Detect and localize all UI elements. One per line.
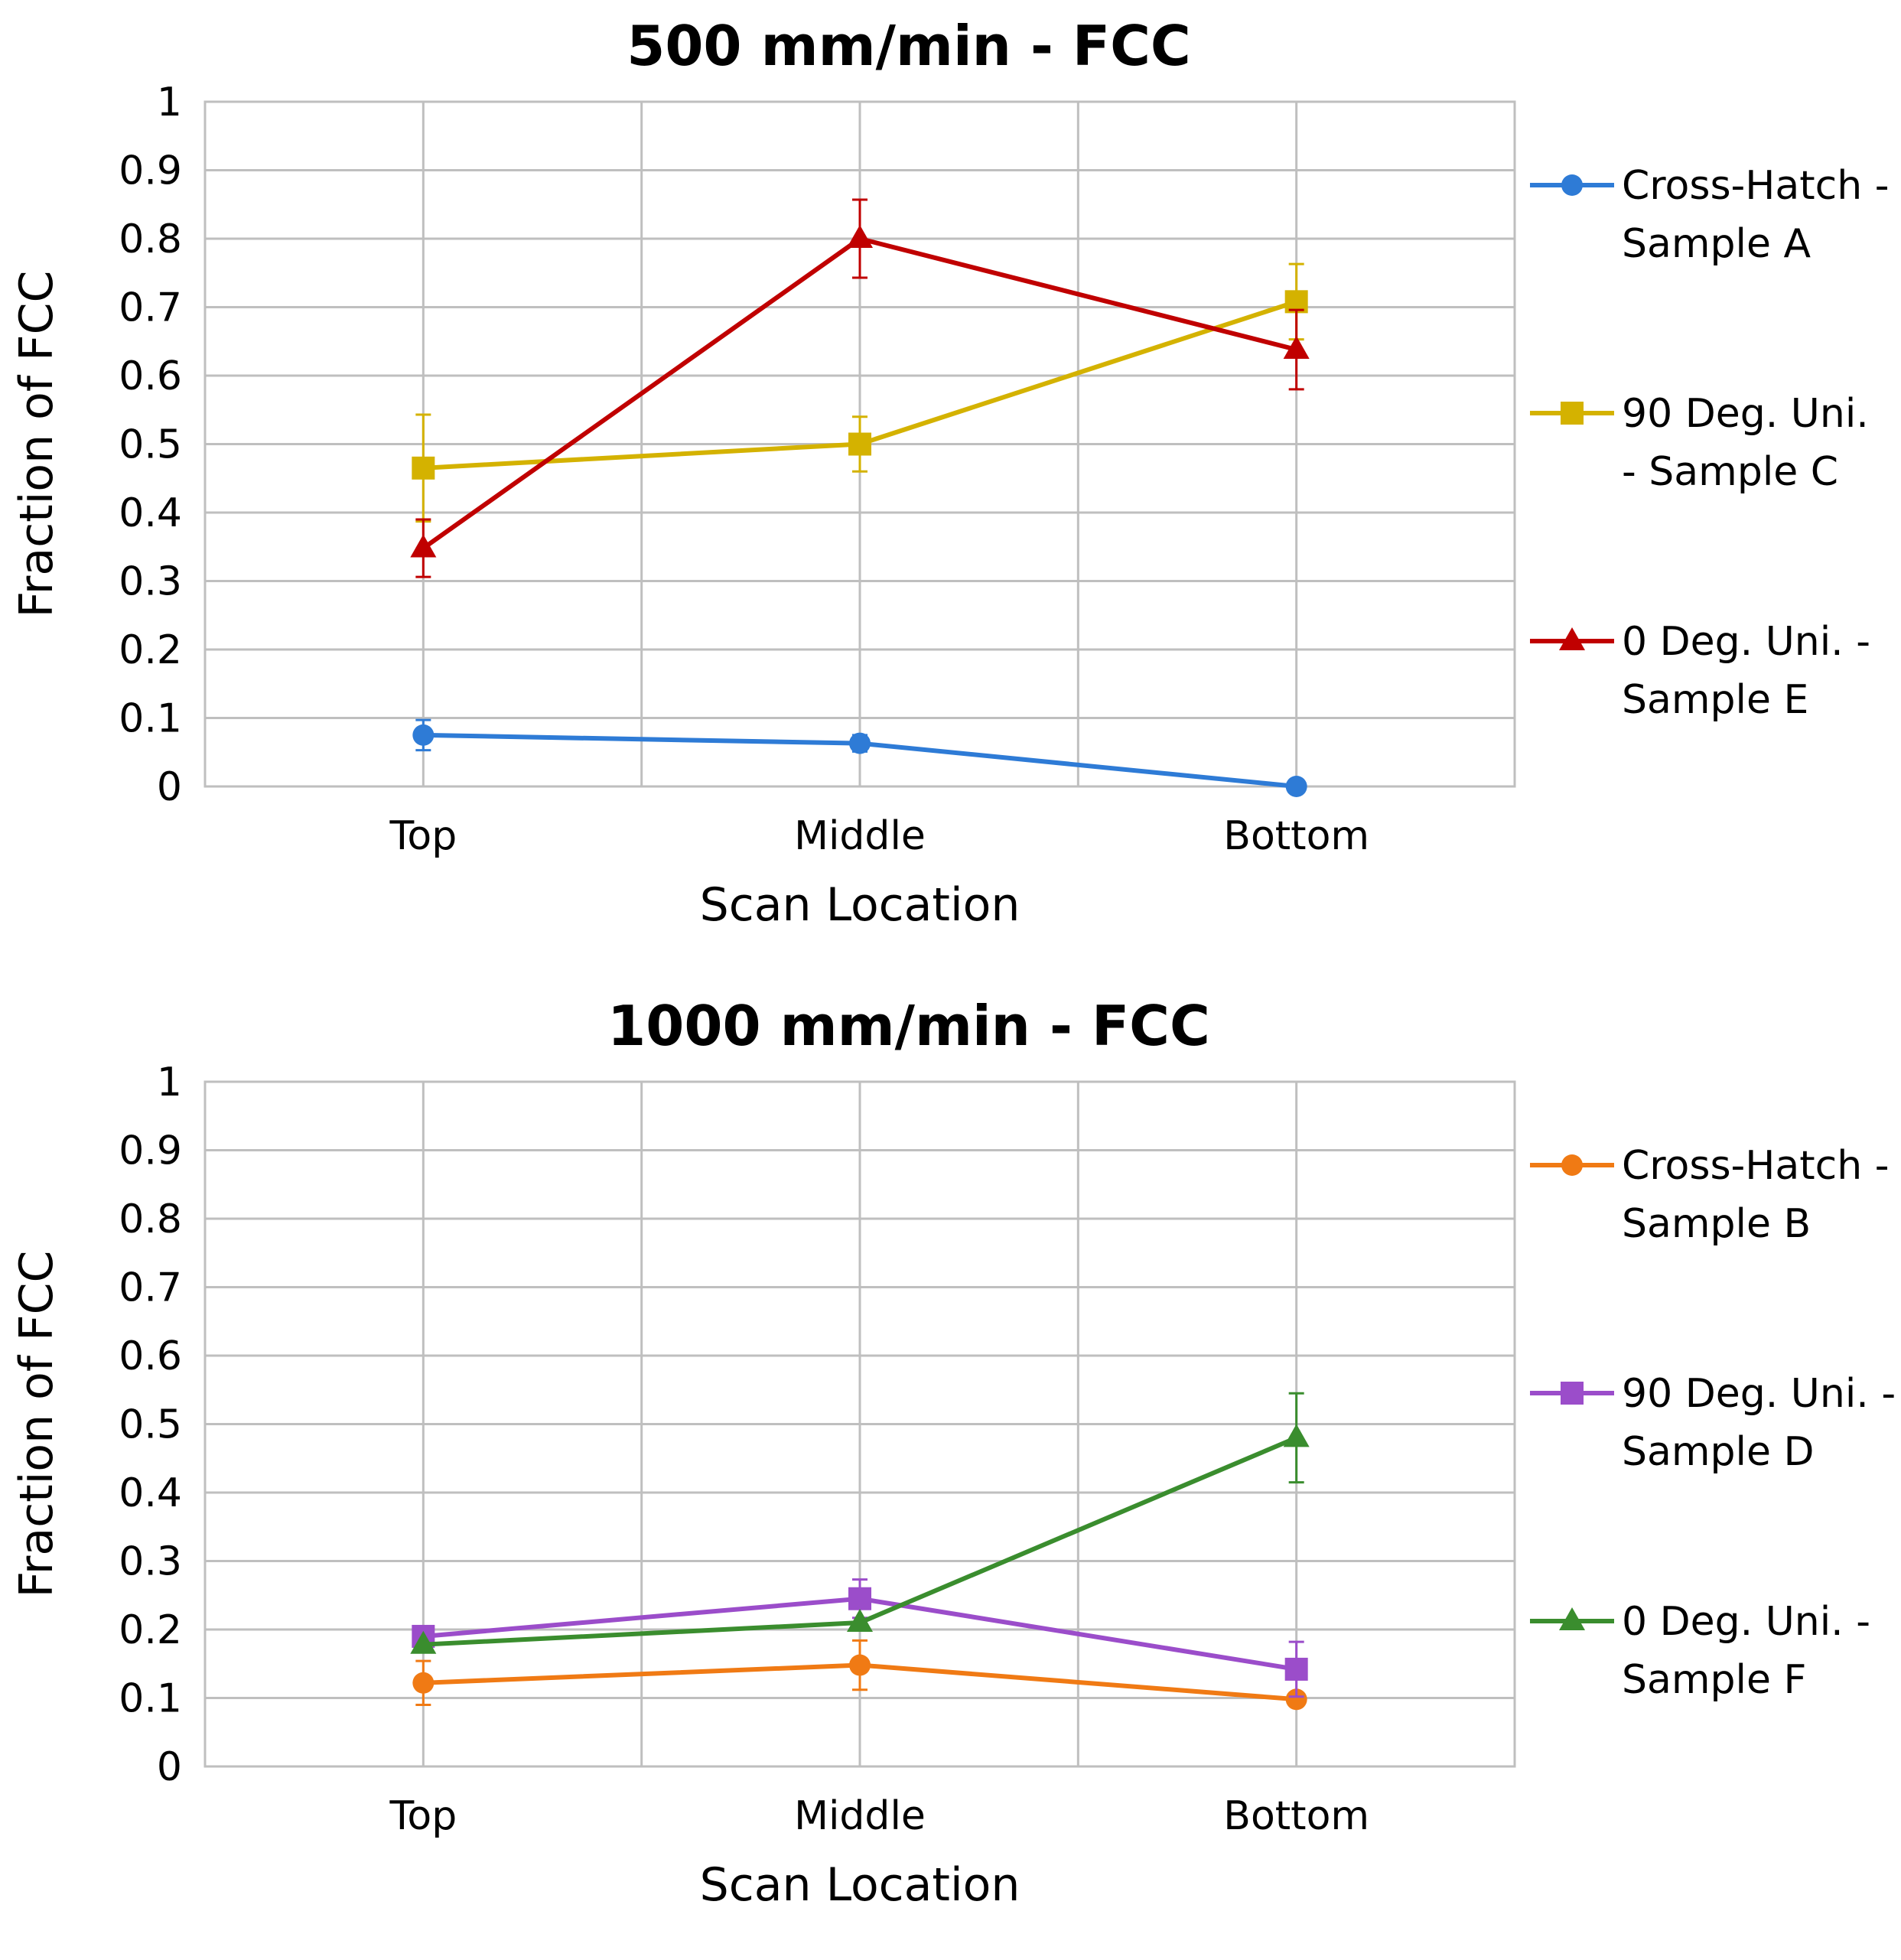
legend-entry-90-deg-uni-sample-c: 90 Deg. Uni. - Sample C — [1530, 391, 1869, 495]
legend-entry-90-deg-uni-sample-d: 90 Deg. Uni. - Sample D — [1530, 1371, 1896, 1475]
x-tick-label-middle: Middle — [794, 1793, 926, 1839]
legend-marker — [1559, 627, 1585, 650]
legend-label: Sample F — [1622, 1657, 1806, 1703]
series-cross-hatch-sample-b — [412, 1639, 1307, 1711]
y-tick-label: 0.6 — [119, 1333, 182, 1379]
legend-entry-0-deg-uni-sample-f: 0 Deg. Uni. - Sample F — [1530, 1599, 1870, 1703]
data-point-bottom — [1285, 1688, 1307, 1711]
legend-label: Sample E — [1622, 677, 1808, 723]
y-tick-label: 0.5 — [119, 422, 182, 468]
y-tick-label: 0.7 — [119, 1265, 182, 1311]
legend-marker — [1559, 1607, 1585, 1630]
legend-label: 0 Deg. Uni. - — [1622, 619, 1870, 665]
y-tick-label: 0.5 — [119, 1402, 182, 1448]
chart-title: 500 mm/min - FCC — [627, 14, 1191, 78]
y-tick-label: 0.1 — [119, 696, 182, 742]
data-point-top — [410, 534, 437, 558]
legend-label: Sample B — [1622, 1201, 1811, 1247]
data-point-middle — [847, 1609, 873, 1633]
y-tick-label: 0.9 — [119, 1128, 182, 1174]
legend-marker — [1561, 174, 1583, 196]
data-point-middle — [848, 1587, 871, 1610]
legend-label: 0 Deg. Uni. - — [1622, 1599, 1870, 1645]
y-tick-label: 1 — [157, 80, 182, 125]
legend-entry-0-deg-uni-sample-e: 0 Deg. Uni. - Sample E — [1530, 619, 1870, 723]
y-axis-label: Fraction of FCC — [10, 1251, 63, 1598]
y-tick-label: 0.2 — [119, 1607, 182, 1653]
y-tick-label: 0.8 — [119, 217, 182, 262]
legend-entry-cross-hatch-sample-b: Cross-Hatch - Sample B — [1530, 1143, 1890, 1247]
x-tick-label-bottom: Bottom — [1223, 1793, 1369, 1839]
legend-entry-cross-hatch-sample-a: Cross-Hatch - Sample A — [1530, 163, 1890, 267]
chart-title: 1000 mm/min - FCC — [607, 994, 1210, 1058]
x-axis-label: Scan Location — [700, 1858, 1020, 1912]
data-point-middle — [849, 732, 871, 754]
y-tick-label: 0.9 — [119, 148, 182, 194]
data-point-middle — [847, 225, 873, 248]
data-point-bottom — [1283, 335, 1310, 359]
legend-label: Cross-Hatch - — [1622, 1143, 1890, 1189]
data-point-top — [410, 1630, 437, 1654]
series-0-deg-uni-sample-e — [410, 198, 1310, 578]
x-tick-label-bottom: Bottom — [1223, 813, 1369, 859]
legend-marker — [1561, 1154, 1583, 1176]
legend-marker — [1561, 1382, 1584, 1405]
data-point-top — [412, 1672, 435, 1694]
x-tick-label-middle: Middle — [794, 813, 926, 859]
y-axis-label: Fraction of FCC — [10, 271, 63, 618]
y-tick-label: 0.3 — [119, 559, 182, 605]
y-tick-label: 0.4 — [119, 1470, 182, 1516]
x-axis-label: Scan Location — [700, 878, 1020, 932]
data-point-top — [412, 456, 435, 480]
y-tick-label: 0 — [157, 764, 182, 810]
data-point-top — [412, 724, 435, 746]
y-tick-label: 0.2 — [119, 627, 182, 673]
x-tick-label-top: Top — [389, 1793, 457, 1839]
data-point-middle — [849, 1654, 871, 1676]
x-tick-label-top: Top — [389, 813, 457, 859]
y-tick-label: 0.3 — [119, 1539, 182, 1585]
y-tick-label: 0.8 — [119, 1197, 182, 1242]
y-tick-label: 0.1 — [119, 1676, 182, 1722]
legend-label: 90 Deg. Uni. — [1622, 391, 1869, 437]
y-tick-label: 0.7 — [119, 285, 182, 331]
legend-label: Cross-Hatch - — [1622, 163, 1890, 209]
legend-label: - Sample C — [1622, 449, 1838, 495]
y-tick-label: 1 — [157, 1060, 182, 1105]
chart-500-mm-min: 500 mm/min - FCC 0 0.1 0.2 0.3 0.4 0.5 0.6 0.7 0.… — [10, 14, 1890, 932]
y-tick-label: 0 — [157, 1744, 182, 1790]
chart-panel-500: 500 mm/min - FCC 0 0.1 0.2 0.3 0.4 0.5 0.6 0.7 0.… — [10, 14, 1890, 932]
y-tick-label: 0.4 — [119, 490, 182, 536]
legend-label: Sample D — [1622, 1429, 1815, 1475]
legend-label: 90 Deg. Uni. - — [1622, 1371, 1896, 1417]
data-point-bottom — [1284, 1657, 1308, 1681]
data-point-bottom — [1283, 1424, 1310, 1447]
series-90-deg-uni-sample-c — [412, 262, 1308, 523]
legend-marker — [1561, 402, 1584, 425]
legend-label: Sample A — [1622, 221, 1811, 267]
data-point-middle — [848, 432, 871, 456]
y-tick-label: 0.6 — [119, 353, 182, 399]
data-point-bottom — [1285, 776, 1307, 797]
series-cross-hatch-sample-a — [412, 718, 1307, 797]
chart-panel-1000: 1000 mm/min - FCC 0 0.1 0.2 0.3 0.4 0.5 0.6 0.7 0… — [0, 980, 1901, 1960]
series-0-deg-uni-sample-f — [410, 1392, 1310, 1654]
chart-1000-mm-min: 1000 mm/min - FCC 0 0.1 0.2 0.3 0.4 0.5 0.6 0.7 0… — [10, 994, 1896, 1912]
